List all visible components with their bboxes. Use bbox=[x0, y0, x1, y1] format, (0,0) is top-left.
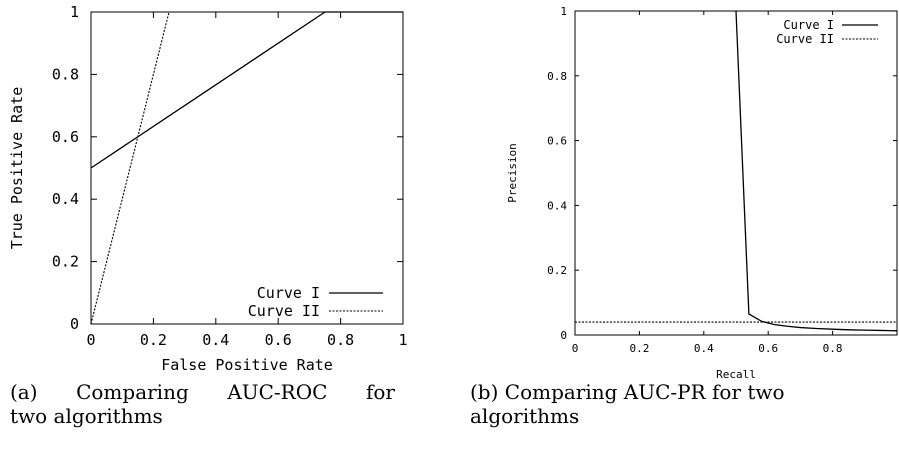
pr-x-tick-label: 0.2 bbox=[629, 342, 649, 355]
roc-chart: 0 0.2 0.4 0.6 0.8 1 0 0.2 0.4 0.6 0.8 1 True Positi… bbox=[8, 3, 408, 374]
caption-b-line2: algorithms bbox=[470, 404, 580, 428]
roc-x-tick-label: 1 bbox=[398, 331, 407, 349]
pr-y-tick-label: 0.6 bbox=[547, 135, 567, 148]
roc-x-tick-label: 0.8 bbox=[327, 331, 354, 349]
roc-y-axis-label: True Positive Rate bbox=[8, 87, 26, 250]
caption-a-line1: (a) Comparing AUC-ROC for bbox=[10, 380, 395, 404]
roc-legend-label-curve-ii: Curve II bbox=[248, 302, 320, 320]
caption-a: (a) Comparing AUC-ROC for two algorithms bbox=[10, 380, 395, 428]
pr-legend-label-curve-i: Curve I bbox=[783, 18, 834, 32]
pr-y-tick-label: 1 bbox=[560, 5, 567, 18]
pr-y-tick-label: 0.4 bbox=[547, 199, 567, 212]
roc-x-tick-label: 0.6 bbox=[265, 331, 292, 349]
roc-plot-frame bbox=[90, 11, 404, 325]
pr-chart: 0 0.2 0.4 0.6 0.8 0 0.2 0.4 0.6 0.8 1 Precision Re… bbox=[506, 5, 898, 381]
roc-series-line-curve-ii bbox=[90, 11, 403, 325]
roc-legend: Curve I Curve II bbox=[248, 284, 383, 320]
pr-x-tick-label: 0.8 bbox=[823, 342, 843, 355]
caption-a-line2: two algorithms bbox=[10, 404, 163, 428]
roc-legend-label-curve-i: Curve I bbox=[257, 284, 320, 302]
roc-series-line-curve-i bbox=[90, 11, 403, 169]
roc-y-tick-label: 0.8 bbox=[52, 65, 79, 83]
pr-legend: Curve I Curve II bbox=[776, 18, 878, 46]
roc-y-tick-label: 1 bbox=[70, 3, 79, 21]
pr-plot-frame bbox=[574, 10, 898, 336]
pr-x-axis-label: Recall bbox=[716, 368, 756, 381]
roc-y-tick-label: 0 bbox=[70, 315, 79, 333]
pr-x-tick-label: 0.6 bbox=[758, 342, 778, 355]
roc-x-tick-label: 0.2 bbox=[140, 331, 167, 349]
caption-a-word: (a) bbox=[10, 380, 38, 404]
caption-a-word: AUC-ROC bbox=[227, 380, 328, 404]
caption-a-word: Comparing bbox=[76, 380, 189, 404]
pr-y-tick-label: 0 bbox=[560, 329, 567, 342]
roc-y-tick-label: 0.6 bbox=[52, 128, 79, 146]
pr-x-tick-label: 0.4 bbox=[694, 342, 714, 355]
roc-ticks: 0 0.2 0.4 0.6 0.8 1 0 0.2 0.4 0.6 0.8 1 bbox=[52, 3, 408, 349]
roc-x-axis-label: False Positive Rate bbox=[161, 356, 333, 374]
pr-y-axis-label: Precision bbox=[506, 143, 519, 203]
roc-series bbox=[90, 11, 403, 325]
caption-a-word: for bbox=[365, 380, 395, 404]
roc-x-tick-label: 0 bbox=[86, 331, 95, 349]
caption-b-line1: (b) Comparing AUC-PR for two bbox=[470, 380, 785, 404]
caption-b: (b) Comparing AUC-PR for two algorithms bbox=[470, 380, 890, 428]
roc-y-tick-label: 0.4 bbox=[52, 190, 79, 208]
roc-x-tick-label: 0.4 bbox=[202, 331, 229, 349]
pr-legend-label-curve-ii: Curve II bbox=[776, 32, 834, 46]
pr-series bbox=[575, 10, 898, 332]
roc-y-tick-label: 0.2 bbox=[52, 253, 79, 271]
pr-ticks: 0 0.2 0.4 0.6 0.8 0 0.2 0.4 0.6 0.8 1 bbox=[547, 5, 897, 355]
pr-series-line-curve-i bbox=[735, 10, 898, 332]
pr-y-tick-label: 0.8 bbox=[547, 70, 567, 83]
pr-x-tick-label: 0 bbox=[572, 342, 579, 355]
pr-y-tick-label: 0.2 bbox=[547, 264, 567, 277]
